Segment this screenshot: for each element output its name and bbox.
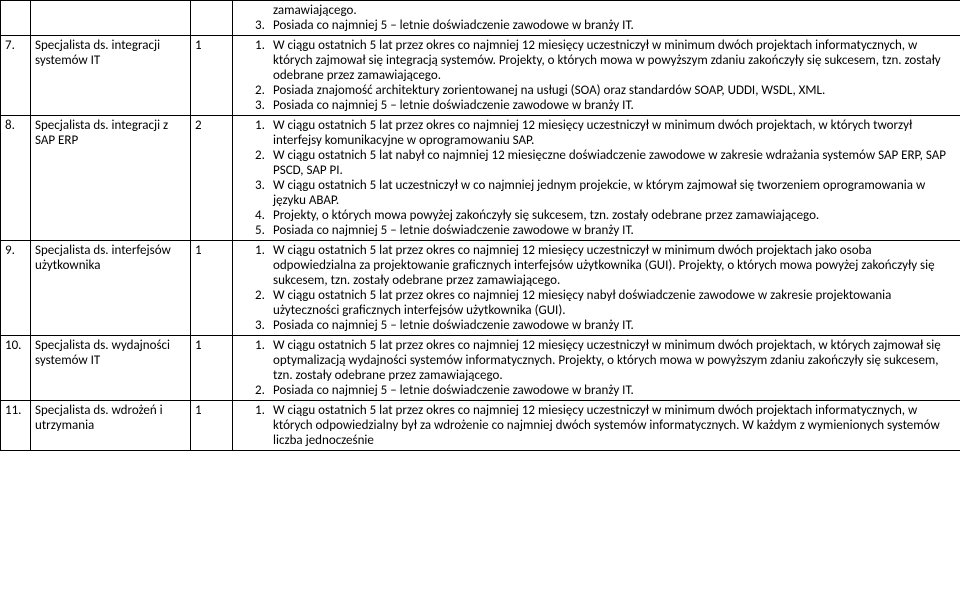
row-number: 11.: [1, 401, 31, 451]
list-item: 1.W ciągu ostatnich 5 lat przez okres co…: [241, 403, 956, 448]
quantity-cell: [191, 1, 233, 36]
description-cell: 1.W ciągu ostatnich 5 lat przez okres co…: [233, 36, 960, 116]
item-text: zamawiającego.: [273, 3, 357, 18]
item-text: Posiada co najmniej 5 – letnie doświadcz…: [273, 318, 634, 333]
item-number: 2.: [255, 83, 273, 98]
list-item: 2.Posiada znajomość architektury zorient…: [241, 83, 956, 98]
item-number: 1.: [255, 403, 273, 418]
description-cell: 1.W ciągu ostatnich 5 lat przez okres co…: [233, 336, 960, 401]
list-item: 3.Posiada co najmniej 5 – letnie doświad…: [241, 98, 956, 113]
list-item: 1.W ciągu ostatnich 5 lat przez okres co…: [241, 38, 956, 83]
item-text: Posiada co najmniej 5 – letnie doświadcz…: [273, 383, 634, 398]
list-item: zamawiającego.: [241, 3, 956, 18]
item-number: 3.: [255, 98, 273, 113]
role-cell: Specjalista ds. wdrożeń i utrzymania: [31, 401, 191, 451]
row-number: 10.: [1, 336, 31, 401]
row-number: 9.: [1, 241, 31, 336]
list-item: 3.W ciągu ostatnich 5 lat uczestniczył w…: [241, 178, 956, 208]
list-item: 2.W ciągu ostatnich 5 lat nabył co najmn…: [241, 148, 956, 178]
item-text: W ciągu ostatnich 5 lat przez okres co n…: [273, 38, 941, 83]
quantity-cell: 1: [191, 336, 233, 401]
item-number: 2.: [255, 383, 273, 398]
item-text: W ciągu ostatnich 5 lat uczestniczył w c…: [273, 178, 925, 208]
item-number: 4.: [255, 208, 273, 223]
list-item: 1.W ciągu ostatnich 5 lat przez okres co…: [241, 338, 956, 383]
quantity-cell: 1: [191, 241, 233, 336]
quantity-cell: 1: [191, 401, 233, 451]
item-number: 1.: [255, 243, 273, 258]
list-item: 2.Posiada co najmniej 5 – letnie doświad…: [241, 383, 956, 398]
item-text: W ciągu ostatnich 5 lat przez okres co n…: [273, 403, 940, 448]
table-row: 7.Specjalista ds. integracji systemów IT…: [1, 36, 960, 116]
item-number: 3.: [255, 318, 273, 333]
description-cell: 1.W ciągu ostatnich 5 lat przez okres co…: [233, 116, 960, 241]
item-number: 1.: [255, 118, 273, 133]
item-number: 3.: [255, 178, 273, 193]
quantity-cell: 2: [191, 116, 233, 241]
item-text: Posiada co najmniej 5 – letnie doświadcz…: [273, 18, 634, 33]
item-number: 3.: [255, 18, 273, 33]
list-item: 1.W ciągu ostatnich 5 lat przez okres co…: [241, 118, 956, 148]
table-row: 9.Specjalista ds. interfejsów użytkownik…: [1, 241, 960, 336]
item-text: W ciągu ostatnich 5 lat przez okres co n…: [273, 118, 912, 148]
list-item: 3.Posiada co najmniej 5 – letnie doświad…: [241, 18, 956, 33]
item-text: W ciągu ostatnich 5 lat przez okres co n…: [273, 288, 891, 318]
role-cell: [31, 1, 191, 36]
item-number: 2.: [255, 288, 273, 303]
list-item: 1.W ciągu ostatnich 5 lat przez okres co…: [241, 243, 956, 288]
list-item: 4.Projekty, o których mowa powyżej zakoń…: [241, 208, 956, 223]
item-number: 2.: [255, 148, 273, 163]
item-number: 1.: [255, 38, 273, 53]
table-row: 11.Specjalista ds. wdrożeń i utrzymania1…: [1, 401, 960, 451]
quantity-cell: 1: [191, 36, 233, 116]
table-row: 8.Specjalista ds. integracji z SAP ERP21…: [1, 116, 960, 241]
description-cell: 1.W ciągu ostatnich 5 lat przez okres co…: [233, 241, 960, 336]
role-cell: Specjalista ds. wydajności systemów IT: [31, 336, 191, 401]
item-text: Posiada co najmniej 5 – letnie doświadcz…: [273, 98, 634, 113]
list-item: 3.Posiada co najmniej 5 – letnie doświad…: [241, 318, 956, 333]
role-cell: Specjalista ds. integracji z SAP ERP: [31, 116, 191, 241]
description-cell: zamawiającego.3.Posiada co najmniej 5 – …: [233, 1, 960, 36]
row-number: [1, 1, 31, 36]
role-cell: Specjalista ds. integracji systemów IT: [31, 36, 191, 116]
requirements-table: zamawiającego.3.Posiada co najmniej 5 – …: [0, 0, 960, 451]
description-cell: 1.W ciągu ostatnich 5 lat przez okres co…: [233, 401, 960, 451]
table-row: 10.Specjalista ds. wydajności systemów I…: [1, 336, 960, 401]
row-number: 7.: [1, 36, 31, 116]
item-text: Posiada co najmniej 5 – letnie doświadcz…: [273, 223, 634, 238]
row-number: 8.: [1, 116, 31, 241]
list-item: 5.Posiada co najmniej 5 – letnie doświad…: [241, 223, 956, 238]
item-text: W ciągu ostatnich 5 lat przez okres co n…: [273, 243, 935, 288]
list-item: 2.W ciągu ostatnich 5 lat przez okres co…: [241, 288, 956, 318]
item-text: Posiada znajomość architektury zorientow…: [273, 83, 825, 98]
item-text: Projekty, o których mowa powyżej zakończ…: [273, 208, 819, 223]
item-number: 5.: [255, 223, 273, 238]
role-cell: Specjalista ds. interfejsów użytkownika: [31, 241, 191, 336]
item-text: W ciągu ostatnich 5 lat nabył co najmnie…: [273, 148, 946, 178]
table-row: zamawiającego.3.Posiada co najmniej 5 – …: [1, 1, 960, 36]
item-number: 1.: [255, 338, 273, 353]
item-text: W ciągu ostatnich 5 lat przez okres co n…: [273, 338, 941, 383]
